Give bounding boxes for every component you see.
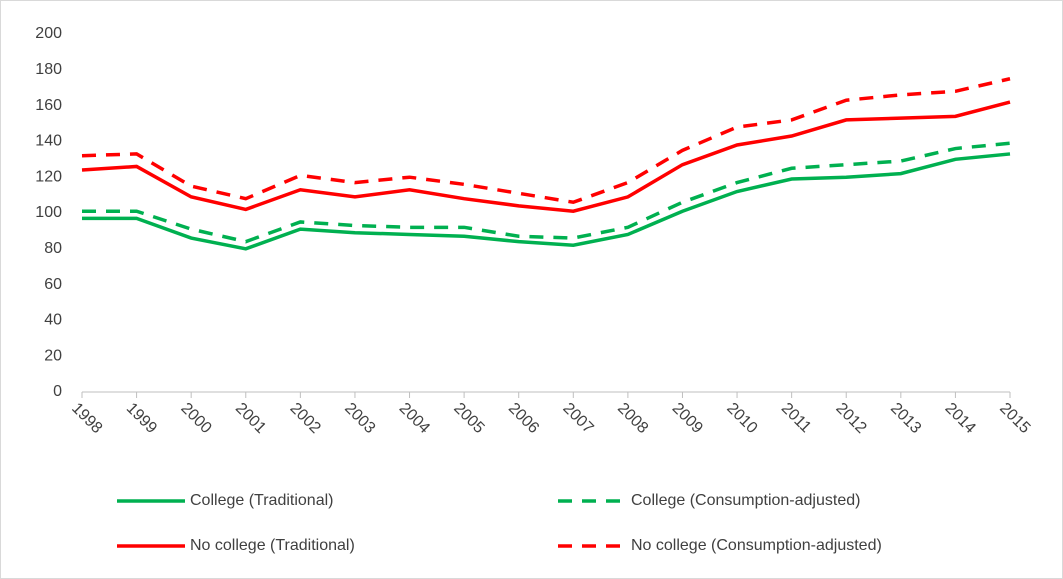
y-tick-label: 180	[35, 61, 62, 78]
series-line	[81, 100, 1011, 213]
series-line	[81, 77, 1011, 205]
series-line	[82, 152, 1011, 251]
y-tick-label: 20	[44, 347, 62, 364]
y-tick-label: 60	[44, 276, 62, 293]
legend-label: College (Consumption-adjusted)	[631, 492, 860, 509]
legend-label: No college (Consumption-adjusted)	[631, 537, 882, 554]
y-tick-label: 120	[35, 168, 62, 185]
y-tick-label: 80	[44, 240, 62, 257]
y-tick-label: 140	[35, 133, 62, 150]
y-tick-label: 100	[35, 204, 62, 221]
series-line	[82, 141, 1011, 244]
y-tick-label: 0	[53, 383, 62, 400]
legend-label: College (Traditional)	[190, 492, 333, 509]
y-tick-label: 160	[35, 97, 62, 114]
y-tick-label: 200	[35, 25, 62, 42]
legend-label: No college (Traditional)	[190, 537, 355, 554]
y-tick-label: 40	[44, 312, 62, 329]
